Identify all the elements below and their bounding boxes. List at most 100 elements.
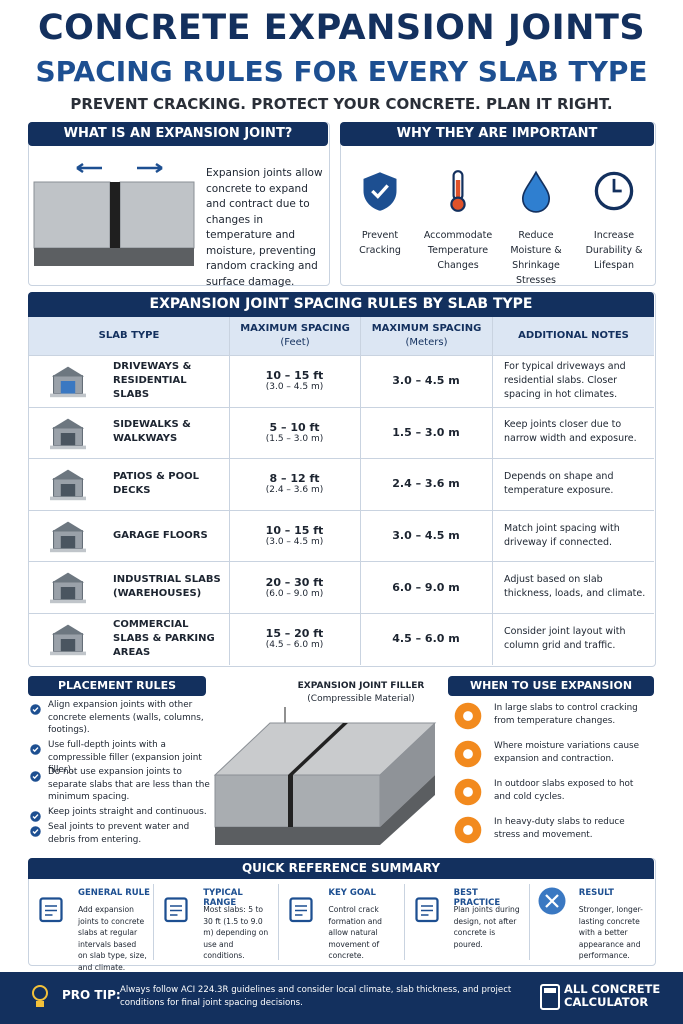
feet-metric: (2.4 – 3.6 m)	[265, 485, 324, 496]
meters: 2.4 – 3.6 m	[392, 477, 460, 491]
header-unit: (Meters)	[405, 337, 448, 348]
brand: ALL CONCRETE CALCULATOR	[564, 982, 661, 1009]
summary-divider	[153, 884, 155, 960]
why-icon	[436, 164, 480, 218]
placement-item: Keep joints straight and continuous.	[48, 807, 207, 817]
feet-metric: (6.0 – 9.0 m)	[265, 588, 324, 599]
cell-divider	[229, 509, 230, 562]
header-unit: (Feet)	[280, 337, 310, 348]
placement-item: Use full-depth joints with a compressibl…	[48, 740, 202, 775]
feet-metric: (4.5 – 6.0 m)	[265, 640, 324, 651]
cell-divider	[360, 613, 361, 665]
slab-type: GARAGE FLOORS	[113, 529, 208, 541]
when-icon	[454, 816, 482, 844]
slab-icon	[39, 621, 97, 657]
feet: 8 – 12 ft	[269, 472, 320, 486]
header-label: SLAB TYPE	[98, 330, 160, 341]
feet: 5 – 10 ft	[269, 420, 320, 434]
notes: Keep joints closer due to narrow width a…	[504, 419, 637, 445]
cell-divider	[492, 509, 493, 562]
slab-type: DRIVEWAYS & RESIDENTIAL SLABS	[113, 360, 192, 400]
summary-title: RESULT	[578, 888, 614, 898]
notes: Adjust based on slab thickness, loads, a…	[504, 574, 646, 600]
feet-cell: 10 – 15 ft (3.0 – 4.5 m)	[229, 355, 360, 407]
cell-divider	[492, 561, 493, 613]
summary-title: KEY GOAL	[328, 888, 376, 898]
cell-divider	[360, 561, 361, 613]
cell-divider	[360, 406, 361, 459]
what-heading: WHAT IS AN EXPANSION JOINT?	[28, 122, 328, 146]
calculator-icon	[540, 984, 560, 1010]
header-cell: MAXIMUM SPACING (Feet)	[229, 317, 360, 355]
summary-icon	[36, 892, 66, 926]
table-row	[29, 561, 654, 613]
summary-text: Plan joints during design, not after con…	[453, 905, 520, 949]
when-item: In outdoor slabs exposed to hot and cold…	[494, 779, 634, 802]
why-icon	[514, 164, 558, 218]
meters: 3.0 – 4.5 m	[392, 529, 460, 543]
why-heading: WHY THEY ARE IMPORTANT	[340, 122, 654, 146]
table-title: EXPANSION JOINT SPACING RULES BY SLAB TY…	[28, 292, 654, 317]
table-row	[29, 355, 654, 407]
slab-type: SIDEWALKS & WALKWAYS	[113, 419, 191, 445]
cell-divider	[492, 613, 493, 665]
feet: 10 – 15 ft	[265, 524, 324, 538]
summary-items: GENERAL RULE Add expansion joints to conc…	[28, 880, 654, 972]
footer	[0, 972, 683, 1024]
summary-icon	[286, 892, 316, 926]
placement-item: Align expansion joints with other concre…	[48, 700, 204, 735]
table-row	[29, 509, 654, 562]
slab-icon	[39, 363, 97, 399]
cell-divider	[360, 458, 361, 510]
cell-divider	[360, 355, 361, 407]
feet-cell: 10 – 15 ft (3.0 – 4.5 m)	[229, 510, 360, 562]
cell-divider	[492, 406, 493, 459]
table-row	[29, 406, 654, 459]
slab-illustration	[33, 162, 195, 266]
check-icon	[30, 822, 41, 837]
header-label: MAXIMUM SPACING	[240, 323, 350, 334]
feet: 10 – 15 ft	[265, 369, 324, 383]
notes: Consider joint layout with column grid a…	[504, 625, 626, 651]
header-cell: ADDITIONAL NOTES	[492, 317, 654, 355]
when-icon	[454, 778, 482, 806]
bulb-icon	[32, 985, 48, 1007]
filler-sublabel: (Compressible Material)	[307, 694, 415, 704]
filler-label: EXPANSION JOINT FILLER	[297, 681, 425, 691]
slab-type: COMMERCIAL SLABS & PARKING AREAS	[113, 618, 215, 658]
placement-item: Do not use expansion joints to separate …	[48, 767, 210, 802]
cell-divider	[229, 406, 230, 459]
subtitle: SPACING RULES FOR EVERY SLAB TYPE	[35, 55, 648, 88]
placement-item: Seal joints to prevent water and debris …	[48, 822, 190, 845]
cell-divider	[229, 613, 230, 665]
table-row	[29, 458, 654, 510]
feet-cell: 8 – 12 ft (2.4 – 3.6 m)	[229, 458, 360, 510]
cell-divider	[492, 355, 493, 407]
slab-icon	[39, 518, 97, 554]
when-icon	[454, 740, 482, 768]
cell-divider	[360, 509, 361, 562]
meters: 6.0 – 9.0 m	[392, 580, 460, 594]
why-icon	[592, 164, 636, 218]
check-icon	[30, 807, 41, 822]
summary-text: Stronger, longer-lasting concrete with a…	[578, 905, 643, 960]
slab-icon	[39, 569, 97, 605]
slab-icon	[39, 466, 97, 502]
why-label: Prevent Cracking	[359, 230, 401, 256]
placement-heading: PLACEMENT RULES	[28, 676, 206, 696]
why-label: Increase Durability & Lifespan	[585, 230, 643, 271]
feet-metric: (3.0 – 4.5 m)	[265, 537, 324, 548]
cell-divider	[229, 458, 230, 510]
table: SLAB TYPE MAXIMUM SPACING (Feet) MAXIMUM SP…	[29, 317, 654, 665]
summary-title: TYPICAL RANGE	[203, 888, 243, 908]
slab-type: INDUSTRIAL SLABS (WAREHOUSES)	[113, 574, 221, 600]
feet: 20 – 30 ft	[265, 575, 324, 589]
why-icon	[358, 164, 402, 218]
why-label: Accommodate Temperature Changes	[423, 230, 493, 271]
header-label: MAXIMUM SPACING	[371, 323, 482, 334]
summary-text: Add expansion joints to concrete slabs a…	[78, 905, 147, 972]
title: CONCRETE EXPANSION JOINTS	[37, 8, 646, 48]
slab-icon	[39, 415, 97, 451]
check-icon	[30, 700, 41, 715]
slab-type: PATIOS & POOL DECKS	[113, 470, 200, 496]
